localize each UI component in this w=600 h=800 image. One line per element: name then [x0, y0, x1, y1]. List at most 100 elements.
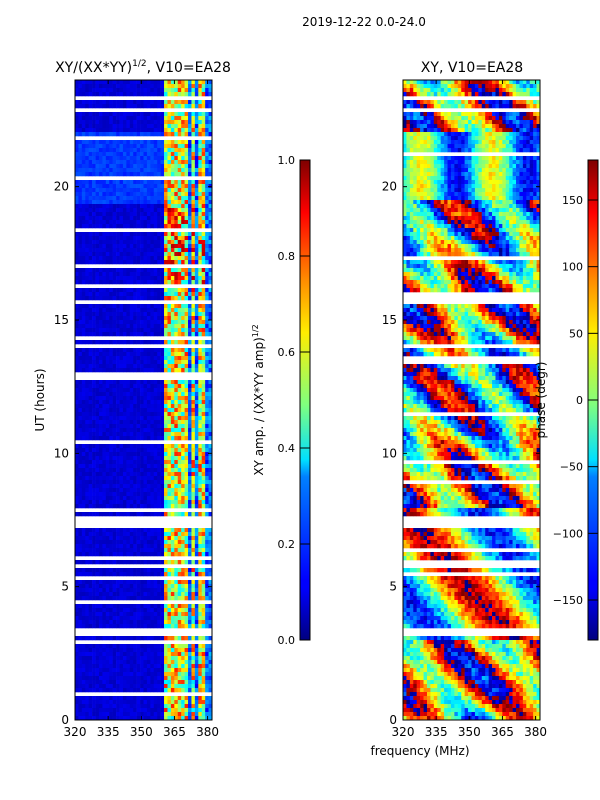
heatmap-cell: [140, 420, 144, 425]
heatmap-cell: [194, 392, 199, 397]
heatmap-cell: [140, 588, 144, 593]
heatmap-cell: [119, 348, 124, 353]
heatmap-cell: [126, 476, 131, 481]
heatmap-cell: [181, 112, 185, 117]
heatmap-cell: [164, 448, 168, 453]
heatmap-cell: [198, 468, 203, 473]
heatmap-cell: [122, 188, 127, 193]
heatmap-cell: [191, 552, 196, 557]
heatmap-cell: [205, 292, 209, 297]
heatmap-cell: [88, 320, 93, 325]
heatmap-cell: [146, 220, 151, 225]
heatmap-cell: [208, 80, 213, 85]
heatmap-cell: [150, 200, 155, 205]
heatmap-cell: [140, 596, 144, 601]
heatmap-cell: [150, 152, 155, 157]
heatmap-cell: [98, 568, 103, 573]
heatmap-cell: [167, 152, 172, 157]
heatmap-cell: [170, 660, 175, 665]
heatmap-cell: [88, 248, 93, 253]
heatmap-cell: [153, 660, 158, 665]
heatmap-cell: [188, 512, 192, 517]
heatmap-cell: [136, 280, 141, 285]
heatmap-cell: [198, 112, 203, 117]
heatmap-cell: [98, 364, 103, 369]
heatmap-cell: [81, 536, 86, 541]
heatmap-cell: [157, 256, 161, 261]
heatmap-cell: [126, 352, 131, 357]
heatmap-cell: [157, 272, 161, 277]
heatmap-cell: [81, 408, 86, 413]
heatmap-cell: [109, 332, 113, 337]
heatmap-cell: [81, 584, 86, 589]
heatmap-cell: [109, 248, 113, 253]
heatmap-cell: [181, 532, 185, 537]
heatmap-cell: [95, 212, 100, 217]
heatmap-cell: [198, 200, 203, 205]
heatmap-cell: [194, 88, 199, 93]
heatmap-cell: [126, 584, 131, 589]
heatmap-cell: [112, 320, 117, 325]
heatmap-cell: [129, 288, 134, 293]
heatmap-cell: [102, 304, 107, 309]
heatmap-cell: [98, 224, 103, 229]
heatmap-cell: [122, 308, 127, 313]
heatmap-cell: [201, 324, 206, 329]
heatmap-cell: [95, 100, 100, 105]
heatmap-cell: [140, 568, 144, 573]
heatmap-cell: [157, 100, 161, 105]
heatmap-cell: [140, 460, 144, 465]
heatmap-cell: [205, 296, 209, 301]
heatmap-cell: [102, 544, 107, 549]
left-title-sup: 1/2: [132, 59, 146, 69]
heatmap-cell: [146, 216, 151, 221]
heatmap-cell: [136, 612, 141, 617]
heatmap-cell: [105, 324, 110, 329]
heatmap-cell: [92, 396, 96, 401]
heatmap-cell: [112, 288, 117, 293]
heatmap-cell: [98, 188, 103, 193]
heatmap-cell: [105, 580, 110, 585]
heatmap-cell: [191, 404, 196, 409]
heatmap-cell: [140, 388, 144, 393]
heatmap-cell: [129, 648, 134, 653]
heatmap-cell: [177, 260, 182, 265]
heatmap-cell: [153, 544, 158, 549]
heatmap-cell: [98, 416, 103, 421]
heatmap-cell: [157, 236, 161, 241]
heatmap-cell: [81, 92, 86, 97]
heatmap-cell: [174, 528, 179, 533]
heatmap-cell: [129, 608, 134, 613]
heatmap-cell: [170, 156, 175, 161]
heatmap-cell: [136, 128, 141, 133]
heatmap-cell: [112, 252, 117, 257]
heatmap-cell: [133, 596, 137, 601]
heatmap-cell: [164, 612, 168, 617]
heatmap-cell: [81, 668, 86, 673]
heatmap-cell: [112, 420, 117, 425]
heatmap-cell: [194, 100, 199, 105]
heatmap-cell: [198, 84, 203, 89]
heatmap-cell: [181, 612, 185, 617]
heatmap-cell: [174, 484, 179, 489]
heatmap-cell: [98, 424, 103, 429]
heatmap-cell: [129, 144, 134, 149]
heatmap-cell: [181, 260, 185, 265]
heatmap-cell: [129, 188, 134, 193]
heatmap-cell: [140, 384, 144, 389]
heatmap-cell: [126, 200, 131, 205]
heatmap-cell: [122, 636, 127, 641]
heatmap-cell: [136, 652, 141, 657]
heatmap-cell: [177, 608, 182, 613]
heatmap-cell: [133, 148, 137, 153]
heatmap-cell: [133, 272, 137, 277]
heatmap-cell: [188, 288, 192, 293]
heatmap-cell: [153, 368, 158, 373]
heatmap-cell: [81, 240, 86, 245]
heatmap-cell: [105, 244, 110, 249]
heatmap-cell: [85, 644, 89, 649]
heatmap-cell: [126, 548, 131, 553]
heatmap-cell: [205, 660, 209, 665]
heatmap-cell: [157, 132, 161, 137]
heatmap-cell: [133, 608, 137, 613]
